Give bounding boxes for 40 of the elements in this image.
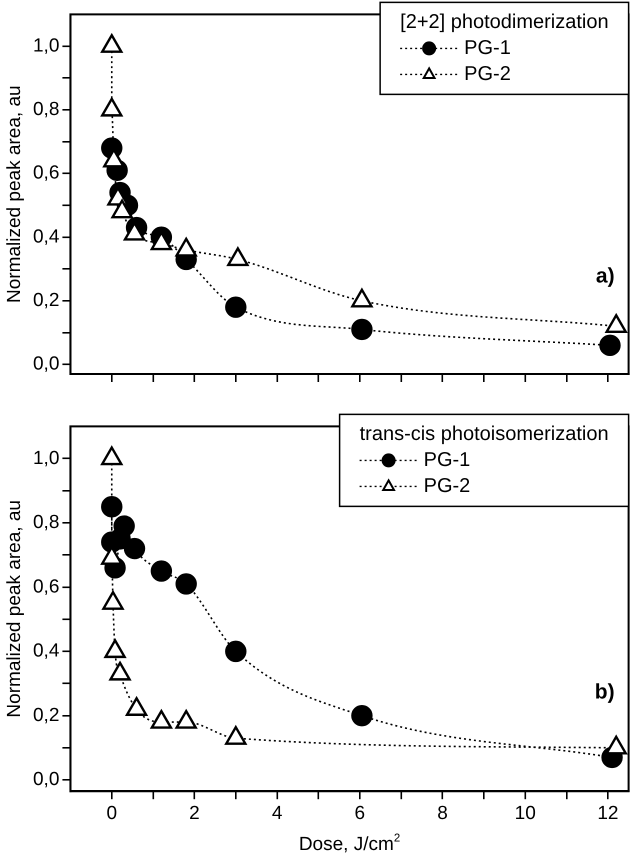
x-tick-label: 0 xyxy=(106,802,118,824)
point xyxy=(150,560,172,582)
legend-label: PG-1 xyxy=(464,36,511,59)
point xyxy=(113,515,135,537)
legend-label: PG-2 xyxy=(424,474,470,497)
annotation: a) xyxy=(596,264,615,288)
y-tick-label: 0,0 xyxy=(32,354,60,375)
legend-title: [2+2] photodimerization xyxy=(400,10,609,33)
x-tick-label: 6 xyxy=(354,802,366,824)
y-axis-title: Normalized peak area, au xyxy=(4,500,25,718)
legend-title: trans-cis photoisomerization xyxy=(360,422,609,445)
point xyxy=(150,710,172,729)
y-tick-label: 0,8 xyxy=(32,99,60,120)
y-tick-label: 0,4 xyxy=(32,640,60,662)
legend-label: PG-2 xyxy=(464,62,511,85)
y-axis-title: Normalized peak area, au xyxy=(4,85,25,303)
point xyxy=(104,639,126,658)
point xyxy=(124,538,146,560)
point xyxy=(126,697,148,716)
x-tick-label: 2 xyxy=(189,802,200,824)
y-tick-label: 0,2 xyxy=(32,290,60,312)
y-tick-label: 1,0 xyxy=(32,35,60,56)
y-tick-label: 1,0 xyxy=(32,448,60,469)
y-tick-label: 0,6 xyxy=(32,576,60,598)
point xyxy=(175,573,197,595)
y-tick-label: 0,2 xyxy=(32,704,60,726)
point xyxy=(109,662,131,681)
y-tick-label: 0,6 xyxy=(32,162,60,184)
y-tick-label: 0,0 xyxy=(32,769,60,790)
point xyxy=(225,726,247,745)
y-tick-label: 0,4 xyxy=(32,226,60,248)
annotation: b) xyxy=(594,680,615,704)
x-tick-label: 10 xyxy=(514,802,536,824)
y-tick-label: 0,8 xyxy=(32,512,60,534)
point xyxy=(101,496,122,518)
point xyxy=(175,710,197,729)
x-tick-label: 4 xyxy=(272,802,283,824)
legend-label: PG-1 xyxy=(424,448,470,471)
x-tick-label: 8 xyxy=(437,802,448,824)
x-tick-label: 12 xyxy=(597,802,618,824)
